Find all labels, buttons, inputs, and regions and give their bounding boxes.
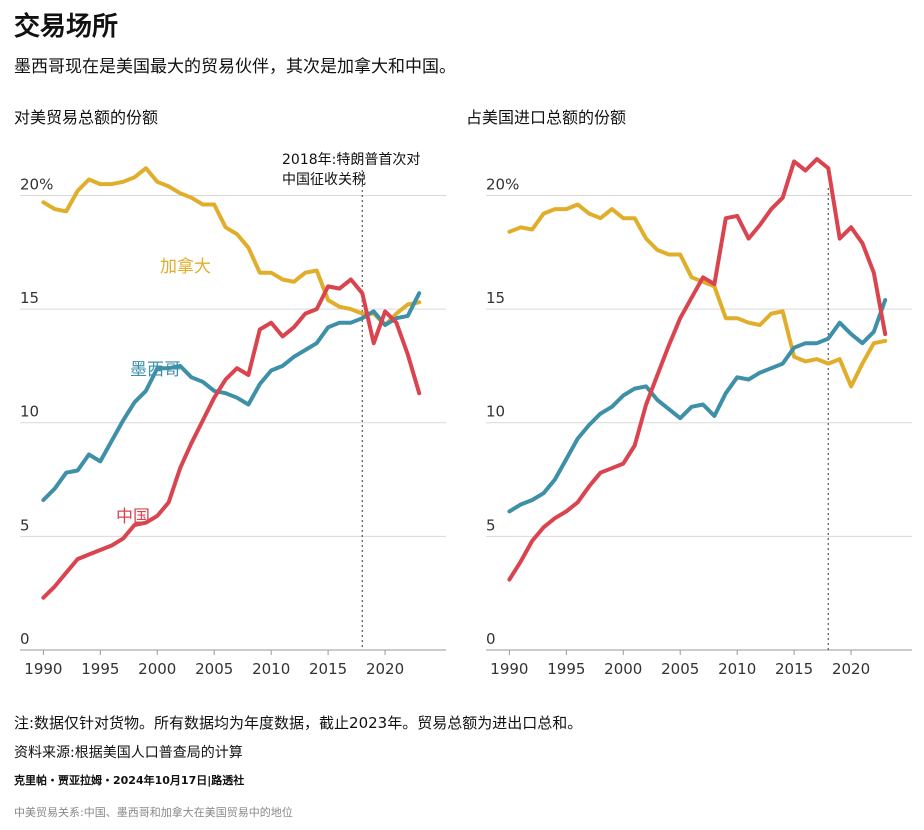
series-line-canada	[507, 202, 888, 389]
y-tick-label: 15	[486, 289, 505, 307]
series-line-china	[507, 157, 888, 582]
import-share-chart: 0 5 10 15 20% 1990 1995 2000 2005 2010 2015 2020	[486, 157, 912, 678]
x-tick-label: 1990	[490, 660, 528, 678]
x-tick-label: 2005	[195, 660, 233, 678]
x-tick-label: 2010	[718, 660, 756, 678]
x-tick-label: 1995	[547, 660, 585, 678]
x-tick-label: 1995	[81, 660, 119, 678]
series-line-canada	[41, 166, 422, 327]
label-mexico: 墨西哥	[130, 360, 181, 380]
label-china: 中国	[116, 507, 150, 527]
right-chart-title: 占美国进口总额的份额	[466, 108, 627, 127]
y-tick-label: 0	[486, 630, 496, 648]
y-tick-label: 0	[20, 630, 30, 648]
x-tick-label: 2000	[138, 660, 176, 678]
x-tick-label: 2000	[604, 660, 642, 678]
caption-line: 中美贸易关系:中国、墨西哥和加拿大在美国贸易中的地位	[14, 806, 293, 819]
annotation-text: 中国征收关税	[282, 172, 366, 188]
page-title: 交易场所	[14, 12, 119, 42]
x-tick-label: 2020	[366, 660, 404, 678]
y-tick-label: 5	[20, 516, 30, 534]
y-tick-label: 10	[486, 403, 505, 421]
credit-line: 克里帕・贾亚拉姆・2024年10月17日|路透社	[14, 774, 245, 787]
x-tick-label: 2015	[309, 660, 347, 678]
y-tick-label: 10	[20, 403, 39, 421]
x-tick-label: 2010	[252, 660, 290, 678]
page-subtitle: 墨西哥现在是美国最大的贸易伙伴，其次是加拿大和中国。	[14, 57, 456, 77]
series-line-china	[41, 277, 422, 600]
label-canada: 加拿大	[160, 256, 211, 277]
y-tick-label: 20%	[20, 175, 53, 193]
y-tick-label: 5	[486, 516, 496, 534]
y-tick-label: 15	[20, 289, 39, 307]
x-tick-label: 2005	[661, 660, 699, 678]
y-tick-label: 20%	[486, 175, 519, 193]
footnote: 注:数据仅针对货物。所有数据均为年度数据，截止2023年。贸易总额为进出口总和。	[14, 714, 583, 732]
series-line-mexico	[41, 291, 422, 502]
x-tick-label: 2020	[832, 660, 870, 678]
left-chart-title: 对美贸易总额的份额	[14, 108, 159, 127]
x-tick-label: 2015	[775, 660, 813, 678]
source-line: 资料来源:根据美国人口普查局的计算	[14, 745, 243, 761]
total-trade-share-chart: 0 5 10 15 20% 1990 1995 2000 2005 2010 2015 2020 201…	[20, 152, 446, 678]
series-line-mexico	[507, 298, 888, 514]
x-tick-label: 1990	[24, 660, 62, 678]
annotation-text: 2018年:特朗普首次对	[282, 152, 420, 168]
